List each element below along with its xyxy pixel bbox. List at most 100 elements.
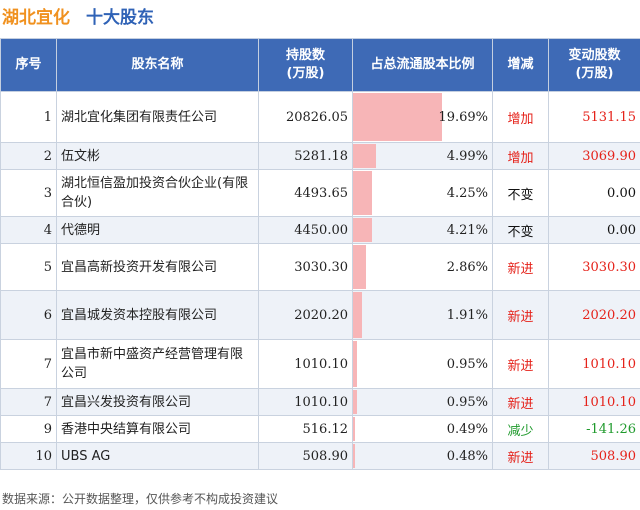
shareholder-name-cell: 宜昌城发资本控股有限公司 (56, 290, 259, 340)
shares-cell: 4493.65 (258, 169, 353, 217)
rank-cell: 7 (0, 339, 57, 389)
shareholder-name-cell: 伍文彬 (56, 142, 259, 170)
ratio-cell: 19.69% (352, 91, 493, 143)
shares-cell: 5281.18 (258, 142, 353, 170)
table-row: 5 宜昌高新投资开发有限公司 3030.30 2.86% 新进 3030.30 (0, 243, 640, 291)
table-row: 2 伍文彬 5281.18 4.99% 增加 3069.90 (0, 142, 640, 170)
change-type-cell: 新进 (492, 339, 549, 389)
shareholder-name-cell: 宜昌高新投资开发有限公司 (56, 243, 259, 291)
data-source-note: 数据来源：公开数据整理，仅供参考不构成投资建议 (2, 492, 279, 506)
shares-cell: 1010.10 (258, 339, 353, 389)
change-amount-cell: -141.26 (548, 415, 640, 443)
change-type-cell: 减少 (492, 415, 549, 443)
rank-cell: 3 (0, 169, 57, 217)
ratio-bar (353, 218, 373, 242)
table-row: 7 宜昌市新中盛资产经营管理有限公司 1010.10 0.95% 新进 1010.10 (0, 339, 640, 389)
ratio-cell: 0.48% (352, 442, 493, 470)
col-header-shares: 持股数 (万股) (258, 38, 353, 92)
col-header-name: 股东名称 (56, 38, 259, 92)
ratio-bar (353, 444, 356, 468)
ratio-bar (353, 171, 373, 215)
rank-cell: 1 (0, 91, 57, 143)
shareholder-name-cell: 代德明 (56, 216, 259, 244)
ratio-bar (353, 341, 358, 387)
col-header-change-amount: 变动股数 (万股) (548, 38, 640, 92)
change-type-cell: 增加 (492, 91, 549, 143)
ratio-cell: 4.21% (352, 216, 493, 244)
ratio-cell: 4.99% (352, 142, 493, 170)
ratio-label: 19.69% (438, 109, 488, 125)
ratio-cell: 2.86% (352, 243, 493, 291)
change-amount-cell: 0.00 (548, 216, 640, 244)
table-row: 6 宜昌城发资本控股有限公司 2020.20 1.91% 新进 2020.20 (0, 290, 640, 340)
rank-cell: 2 (0, 142, 57, 170)
change-amount-cell: 1010.10 (548, 339, 640, 389)
ratio-label: 0.49% (446, 421, 488, 437)
shares-cell: 1010.10 (258, 388, 353, 416)
shares-cell: 516.12 (258, 415, 353, 443)
shareholder-name-cell: UBS AG (56, 442, 259, 470)
shareholder-name-cell: 湖北恒信盈加投资合伙企业(有限合伙) (56, 169, 259, 217)
table-row: 7 宜昌兴发投资有限公司 1010.10 0.95% 新进 1010.10 (0, 388, 640, 416)
ratio-cell: 4.25% (352, 169, 493, 217)
title-bar: 湖北宜化 十大股东 (2, 2, 154, 28)
change-amount-cell: 1010.10 (548, 388, 640, 416)
ratio-cell: 1.91% (352, 290, 493, 340)
shareholder-name-cell: 宜昌市新中盛资产经营管理有限公司 (56, 339, 259, 389)
rank-cell: 4 (0, 216, 57, 244)
change-amount-cell: 3030.30 (548, 243, 640, 291)
change-type-cell: 新进 (492, 388, 549, 416)
shares-cell: 4450.00 (258, 216, 353, 244)
ratio-label: 2.86% (446, 259, 488, 275)
change-type-cell: 不变 (492, 169, 549, 217)
change-amount-cell: 2020.20 (548, 290, 640, 340)
shareholder-table: 序号 股东名称 持股数 (万股) 占总流通股本比例 增减 变动股数 (万股) 1… (0, 38, 640, 470)
ratio-cell: 0.95% (352, 388, 493, 416)
change-type-cell: 增加 (492, 142, 549, 170)
rank-cell: 7 (0, 388, 57, 416)
shares-cell: 508.90 (258, 442, 353, 470)
col-header-ratio: 占总流通股本比例 (352, 38, 493, 92)
rank-cell: 9 (0, 415, 57, 443)
ratio-label: 4.99% (446, 148, 488, 164)
shareholder-name-cell: 湖北宜化集团有限责任公司 (56, 91, 259, 143)
section-title: 十大股东 (86, 7, 154, 28)
table-row: 10 UBS AG 508.90 0.48% 新进 508.90 (0, 442, 640, 470)
ratio-label: 1.91% (446, 307, 488, 323)
stock-name: 湖北宜化 (2, 7, 70, 28)
change-type-cell: 不变 (492, 216, 549, 244)
change-type-cell: 新进 (492, 243, 549, 291)
shares-cell: 2020.20 (258, 290, 353, 340)
ratio-label: 0.95% (446, 394, 488, 410)
table-row: 1 湖北宜化集团有限责任公司 20826.05 19.69% 增加 5131.15 (0, 91, 640, 143)
rank-cell: 5 (0, 243, 57, 291)
ratio-bar (353, 390, 358, 414)
shareholder-name-cell: 香港中央结算有限公司 (56, 415, 259, 443)
ratio-bar (353, 93, 442, 141)
change-amount-cell: 0.00 (548, 169, 640, 217)
rank-cell: 6 (0, 290, 57, 340)
change-amount-cell: 508.90 (548, 442, 640, 470)
ratio-label: 4.21% (446, 222, 488, 238)
ratio-cell: 0.95% (352, 339, 493, 389)
ratio-label: 0.48% (446, 448, 488, 464)
ratio-bar (353, 245, 366, 289)
change-type-cell: 新进 (492, 442, 549, 470)
col-header-change-type: 增减 (492, 38, 549, 92)
ratio-label: 0.95% (446, 356, 488, 372)
shares-cell: 20826.05 (258, 91, 353, 143)
change-amount-cell: 3069.90 (548, 142, 640, 170)
col-header-rank: 序号 (0, 38, 57, 92)
rank-cell: 10 (0, 442, 57, 470)
ratio-bar (353, 144, 376, 168)
table-row: 9 香港中央结算有限公司 516.12 0.49% 减少 -141.26 (0, 415, 640, 443)
ratio-label: 4.25% (446, 185, 488, 201)
ratio-bar (353, 417, 356, 441)
header-row: 序号 股东名称 持股数 (万股) 占总流通股本比例 增减 变动股数 (万股) (0, 38, 640, 92)
shareholder-name-cell: 宜昌兴发投资有限公司 (56, 388, 259, 416)
table-row: 4 代德明 4450.00 4.21% 不变 0.00 (0, 216, 640, 244)
ratio-bar (353, 292, 362, 338)
table-row: 3 湖北恒信盈加投资合伙企业(有限合伙) 4493.65 4.25% 不变 0.00 (0, 169, 640, 217)
shares-cell: 3030.30 (258, 243, 353, 291)
change-type-cell: 新进 (492, 290, 549, 340)
